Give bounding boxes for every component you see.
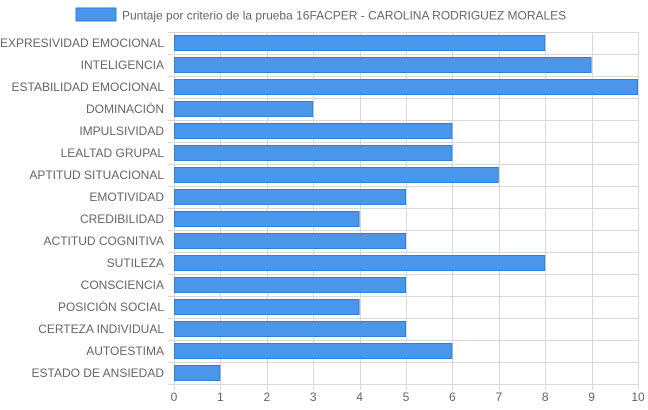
bar[interactable]	[174, 35, 546, 51]
chart-bars	[174, 35, 638, 381]
x-tick-label: 4	[356, 390, 363, 404]
category-label: ESTADO DE ANSIEDAD	[32, 366, 165, 380]
bar[interactable]	[174, 321, 406, 337]
category-label: POSICIÓN SOCIAL	[58, 299, 164, 314]
x-tick-label: 1	[217, 390, 224, 404]
chart-legend[interactable]: Puntaje por criterio de la prueba 16FACP…	[75, 7, 566, 23]
x-tick-label: 0	[171, 390, 178, 404]
category-label: LEALTAD GRUPAL	[61, 146, 165, 160]
x-tick-label: 5	[403, 390, 410, 404]
category-label: CONSCIENCIA	[81, 278, 164, 292]
x-tick-label: 3	[310, 390, 317, 404]
bar[interactable]	[174, 167, 499, 183]
category-label: ESTABILIDAD EMOCIONAL	[12, 80, 165, 94]
x-tick-label: 8	[542, 390, 549, 404]
category-label: DOMINACIÓN	[86, 101, 164, 116]
bar[interactable]	[174, 57, 592, 73]
bar[interactable]	[174, 343, 453, 359]
category-label: APTITUD SITUACIONAL	[29, 168, 164, 182]
bar[interactable]	[174, 255, 546, 271]
category-label: CREDIBILIDAD	[80, 212, 164, 226]
bar[interactable]	[174, 145, 453, 161]
legend-swatch	[75, 7, 117, 22]
legend-label: Puntaje por criterio de la prueba 16FACP…	[122, 9, 566, 23]
category-label: IMPULSIVIDAD	[79, 124, 164, 138]
x-tick-label: 9	[588, 390, 595, 404]
category-label: AUTOESTIMA	[86, 344, 164, 358]
x-tick-label: 10	[631, 390, 645, 404]
bar[interactable]	[174, 101, 314, 117]
bar[interactable]	[174, 233, 406, 249]
bar[interactable]	[174, 79, 638, 95]
bar[interactable]	[174, 123, 453, 139]
bar[interactable]	[174, 277, 406, 293]
category-label: EMOTIVIDAD	[89, 190, 164, 204]
category-label: EXPRESIVIDAD EMOCIONAL	[0, 36, 164, 50]
category-label: ACTITUD COGNITIVA	[44, 234, 164, 248]
x-axis-tick-labels: 0 1 2 3 4 5 6 7 8 9 10	[171, 390, 645, 404]
category-label: SUTILEZA	[107, 256, 164, 270]
category-labels: EXPRESIVIDAD EMOCIONAL INTELIGENCIA ESTABI…	[0, 36, 164, 380]
bar[interactable]	[174, 189, 406, 205]
bar[interactable]	[174, 211, 360, 227]
x-tick-label: 7	[495, 390, 502, 404]
category-label: INTELIGENCIA	[81, 58, 164, 72]
category-label: CERTEZA INDIVIDUAL	[38, 322, 164, 336]
x-tick-label: 2	[263, 390, 270, 404]
bar[interactable]	[174, 365, 221, 381]
bar[interactable]	[174, 299, 360, 315]
x-tick-label: 6	[449, 390, 456, 404]
